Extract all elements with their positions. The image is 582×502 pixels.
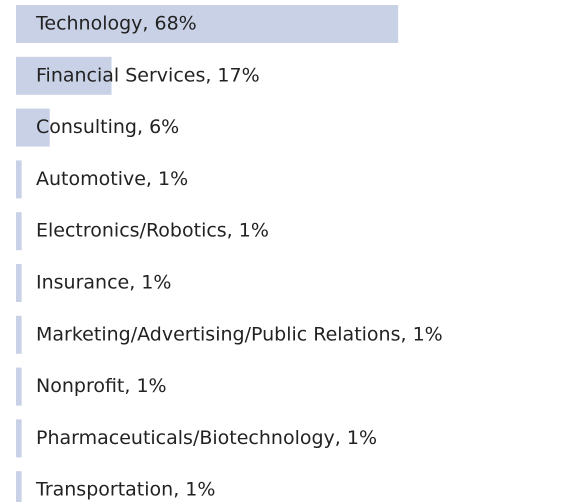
bar-label: Technology, 68% [35,13,197,35]
bar [16,315,22,354]
bar [16,108,50,147]
bar-label: Transportation, 1% [35,479,215,501]
bar [16,5,399,43]
bar-label: Automotive, 1% [36,168,188,190]
bar-label: Financial Services, 17% [36,64,260,86]
bar [16,367,22,406]
bar [16,160,22,199]
bar-label: Consulting, 6% [36,116,179,138]
bar [16,471,22,502]
bar-label: Electronics/Robotics, 1% [36,220,269,242]
bar-label: Insurance, 1% [36,272,171,294]
bar-label: Marketing/Advertising/Public Relations, … [36,323,443,345]
bar [16,264,22,302]
bar [16,419,22,458]
bar [16,212,22,251]
bar-label: Nonprofit, 1% [36,375,167,397]
bar-label: Pharmaceuticals/Biotechnology, 1% [36,427,377,449]
bar [16,56,112,95]
